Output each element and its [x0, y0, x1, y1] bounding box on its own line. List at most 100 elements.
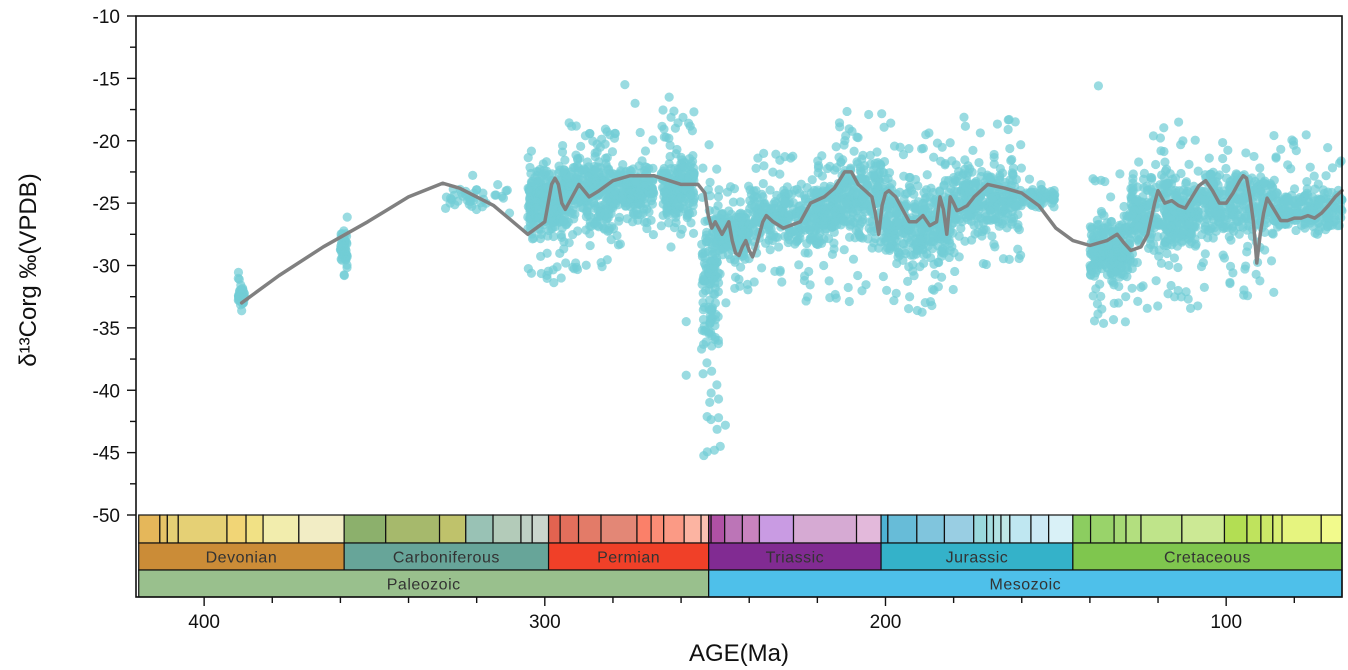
data-point: [735, 197, 745, 207]
data-point: [974, 157, 984, 168]
data-point: [525, 187, 535, 197]
data-point: [1271, 152, 1281, 162]
data-point: [620, 80, 630, 90]
data-point: [1193, 301, 1203, 311]
data-point: [498, 193, 508, 203]
stage-band: [1320, 514, 1343, 544]
data-point: [1153, 232, 1163, 242]
data-point: [961, 182, 971, 192]
stage-band: [855, 514, 882, 544]
data-point: [615, 239, 625, 249]
y-tick-label: -25: [93, 194, 120, 215]
data-point: [610, 128, 620, 139]
data-point: [1166, 221, 1176, 231]
data-point: [704, 140, 714, 150]
stage-band: [973, 514, 988, 544]
data-point: [842, 198, 852, 208]
data-point: [568, 262, 578, 272]
stage-band: [650, 514, 665, 544]
data-point: [561, 258, 571, 268]
data-point: [911, 237, 922, 248]
data-point: [713, 200, 723, 211]
data-point: [985, 173, 996, 183]
data-point: [1309, 171, 1319, 181]
data-point: [1215, 208, 1226, 218]
data-point: [1225, 278, 1235, 289]
data-point: [960, 155, 970, 165]
period-band: [1072, 542, 1343, 571]
data-point: [1098, 318, 1109, 328]
data-point: [676, 152, 686, 162]
data-point: [668, 194, 678, 204]
data-point: [658, 105, 668, 115]
data-point: [698, 369, 708, 379]
data-point: [1097, 304, 1107, 314]
data-point: [593, 179, 603, 189]
data-point: [1321, 171, 1331, 181]
data-point: [1238, 206, 1248, 216]
stage-band: [385, 514, 441, 544]
y-tick-label: -20: [93, 132, 120, 153]
data-point: [911, 204, 922, 214]
y-tick-label: -10: [93, 7, 120, 28]
data-point: [951, 160, 961, 170]
data-point: [698, 288, 708, 298]
data-point: [571, 121, 581, 131]
stage-band: [943, 514, 975, 544]
data-point: [528, 207, 538, 217]
data-point: [883, 219, 894, 230]
data-point: [1204, 153, 1214, 163]
data-point: [853, 133, 863, 143]
data-point: [1089, 259, 1099, 269]
data-point: [633, 215, 643, 225]
data-point: [699, 450, 709, 461]
y-axis-title: δ¹³Corg ‰(VPDB): [15, 173, 42, 366]
data-point: [1111, 247, 1122, 257]
data-point: [1199, 282, 1209, 292]
data-point: [1269, 130, 1279, 141]
data-point: [989, 159, 999, 169]
data-point: [1323, 187, 1333, 197]
data-point: [527, 234, 538, 244]
data-point: [713, 394, 724, 404]
data-point: [704, 327, 714, 337]
data-point: [441, 192, 452, 202]
data-point: [1097, 208, 1107, 219]
data-point: [1226, 235, 1236, 245]
data-point: [685, 170, 695, 180]
data-point: [702, 227, 712, 237]
data-point: [836, 213, 846, 223]
data-point: [779, 185, 789, 196]
data-point: [851, 225, 861, 235]
data-point: [687, 126, 697, 136]
data-point: [472, 185, 482, 195]
data-point: [861, 280, 871, 290]
data-point: [759, 148, 769, 159]
data-point: [601, 159, 611, 169]
data-point: [1117, 261, 1127, 272]
data-point: [935, 186, 945, 196]
data-point: [713, 192, 724, 202]
data-point: [918, 143, 928, 153]
data-point: [588, 136, 598, 146]
data-point: [877, 109, 887, 119]
data-point: [966, 204, 976, 214]
data-point: [618, 194, 628, 204]
data-point: [1095, 279, 1105, 289]
data-point: [1016, 140, 1026, 150]
data-point: [912, 305, 922, 316]
data-point: [1153, 217, 1163, 227]
data-point: [665, 140, 675, 150]
data-point: [948, 284, 958, 295]
data-point: [987, 231, 997, 241]
data-point: [1231, 169, 1241, 179]
data-point: [543, 266, 554, 276]
data-point: [549, 278, 559, 288]
stage-band: [758, 514, 795, 544]
data-point: [1185, 227, 1195, 238]
data-point: [865, 217, 875, 227]
era-band: [138, 569, 710, 598]
stage-band: [880, 514, 889, 544]
period-label: Jurassic: [946, 550, 1009, 567]
data-point: [1181, 177, 1192, 187]
